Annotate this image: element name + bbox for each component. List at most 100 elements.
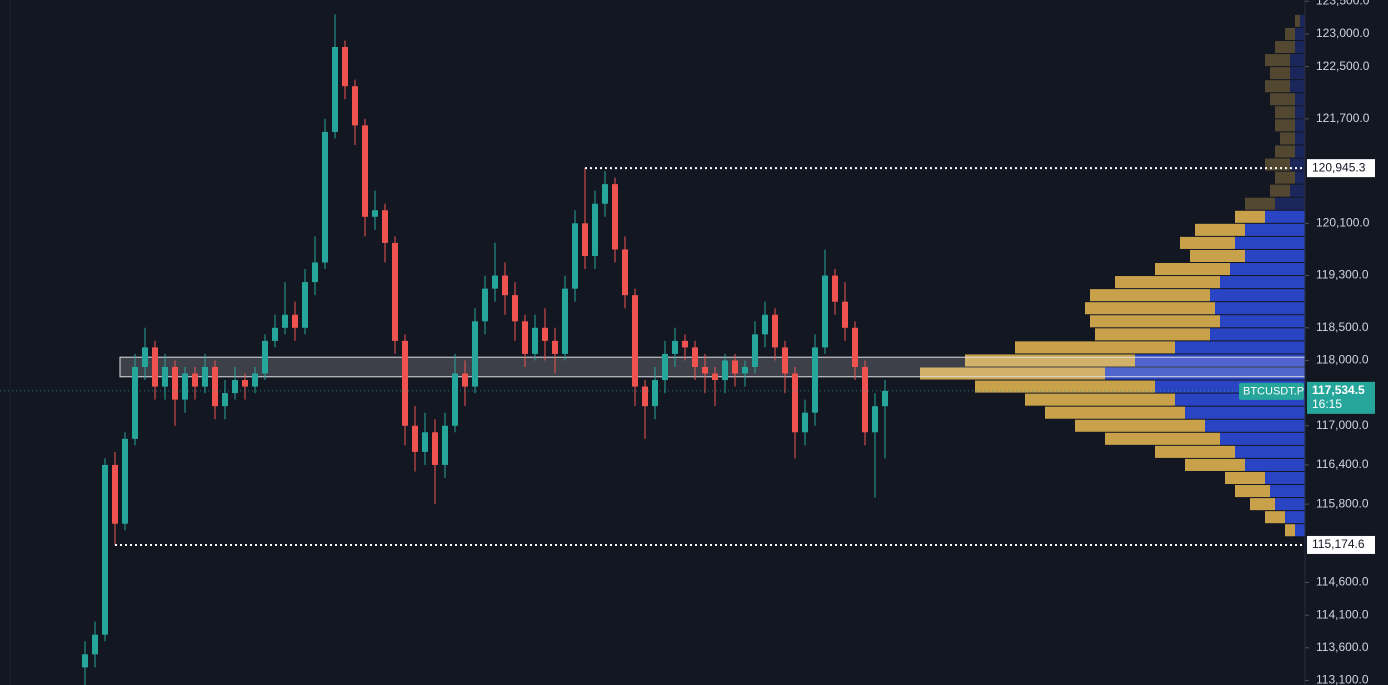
profile-blue	[1175, 341, 1305, 354]
candle-body	[482, 288, 488, 322]
candle-body	[782, 347, 788, 374]
candle-body	[222, 393, 228, 407]
candle-body	[882, 390, 888, 407]
profile-blue	[1295, 524, 1305, 537]
profile-gold	[1250, 498, 1275, 511]
profile-blue	[1210, 328, 1305, 341]
profile-blue	[1205, 419, 1305, 432]
candle-body	[422, 432, 428, 452]
profile-gold	[1265, 80, 1290, 93]
price-axis: 123,500.0 123,000.0 122,500.0 121,700.0 120,…	[1239, 0, 1375, 685]
price-marker-box	[1307, 159, 1375, 178]
candle-body	[642, 386, 648, 407]
candle-body	[592, 203, 598, 256]
candle-body	[202, 366, 208, 387]
profile-gold	[1275, 145, 1295, 158]
candle-body	[562, 288, 568, 354]
candle-body	[712, 373, 718, 381]
profile-gold	[1225, 471, 1265, 485]
y-tick-label: 123,000.0	[1316, 26, 1370, 40]
candle-body	[252, 373, 258, 387]
profile-gold	[1115, 276, 1220, 289]
candle-body	[412, 425, 418, 452]
profile-gold	[1275, 119, 1295, 132]
candle-body	[462, 373, 468, 387]
y-tick-label: 117,000.0	[1316, 418, 1369, 432]
candle-body	[532, 327, 538, 354]
y-tick-label: 118,500.0	[1316, 320, 1369, 334]
profile-blue	[1290, 54, 1305, 67]
candle-body	[632, 295, 638, 387]
candle-body	[582, 223, 588, 256]
candle-body	[512, 295, 518, 322]
profile-blue	[1235, 236, 1305, 249]
y-tick-label: 116,400.0	[1316, 457, 1369, 471]
candle-body	[492, 275, 498, 289]
y-tick-label: 118,000.0	[1316, 353, 1369, 367]
candle-body	[872, 406, 878, 433]
candle-body	[752, 334, 758, 367]
price-marker-box	[1307, 535, 1375, 554]
candle-body	[812, 347, 818, 413]
candle-body	[792, 373, 798, 433]
y-tick-label: 120,100.0	[1316, 215, 1370, 229]
candle-body	[672, 340, 678, 354]
profile-gold	[1295, 14, 1300, 27]
y-tick-label: 113,100.0	[1316, 673, 1369, 685]
candle-body	[432, 432, 438, 465]
candle-body	[702, 366, 708, 374]
profile-gold	[1090, 289, 1210, 302]
candle-body	[262, 340, 268, 374]
profile-blue	[1235, 445, 1305, 458]
candle-body	[102, 464, 108, 635]
candle-body	[522, 321, 528, 354]
profile-gold	[1095, 328, 1210, 341]
profile-gold	[1195, 223, 1245, 236]
price-marker-label: 120,945.3	[1312, 160, 1366, 174]
profile-gold	[1270, 67, 1290, 80]
profile-blue	[1290, 184, 1305, 197]
profile-blue	[1265, 210, 1305, 223]
candle-body	[542, 327, 548, 341]
profile-blue	[1295, 106, 1305, 119]
candle-body	[392, 242, 398, 341]
profile-blue	[1295, 27, 1305, 40]
profile-blue	[1270, 485, 1305, 498]
candle-body	[622, 249, 628, 296]
profile-gold	[1270, 93, 1295, 106]
profile-blue	[1300, 14, 1305, 27]
candle-body	[382, 210, 388, 243]
symbol-label: BTCUSDT.P	[1243, 385, 1304, 397]
candle-body	[172, 366, 178, 400]
profile-gold	[1265, 511, 1285, 524]
profile-gold	[1015, 341, 1175, 354]
candle-body	[322, 131, 328, 263]
candle-body	[772, 314, 778, 348]
profile-blue	[1185, 406, 1305, 419]
profile-blue	[1285, 511, 1305, 524]
profile-gold	[1155, 263, 1230, 276]
profile-gold	[1025, 393, 1175, 406]
profile-gold	[1285, 524, 1295, 537]
profile-blue	[1295, 171, 1305, 184]
profile-blue	[1220, 432, 1305, 445]
profile-gold	[1180, 236, 1235, 249]
candle-body	[142, 347, 148, 367]
candle-body	[552, 340, 558, 354]
profile-gold	[1270, 184, 1290, 197]
countdown-label: 16:15	[1312, 397, 1342, 411]
candle-body	[842, 301, 848, 328]
candle-body	[92, 634, 98, 655]
candle-body	[722, 360, 728, 381]
candle-body	[342, 47, 348, 87]
profile-gold	[1275, 40, 1295, 54]
profile-gold	[1085, 302, 1215, 315]
candle-body	[282, 314, 288, 328]
candle-body	[852, 327, 858, 367]
profile-blue	[1265, 471, 1305, 485]
y-tick-label: 113,600.0	[1316, 640, 1369, 654]
profile-gold	[1235, 210, 1265, 223]
profile-blue	[1245, 458, 1305, 471]
candle-body	[132, 366, 138, 439]
y-tick-label: 123,500.0	[1316, 0, 1370, 7]
